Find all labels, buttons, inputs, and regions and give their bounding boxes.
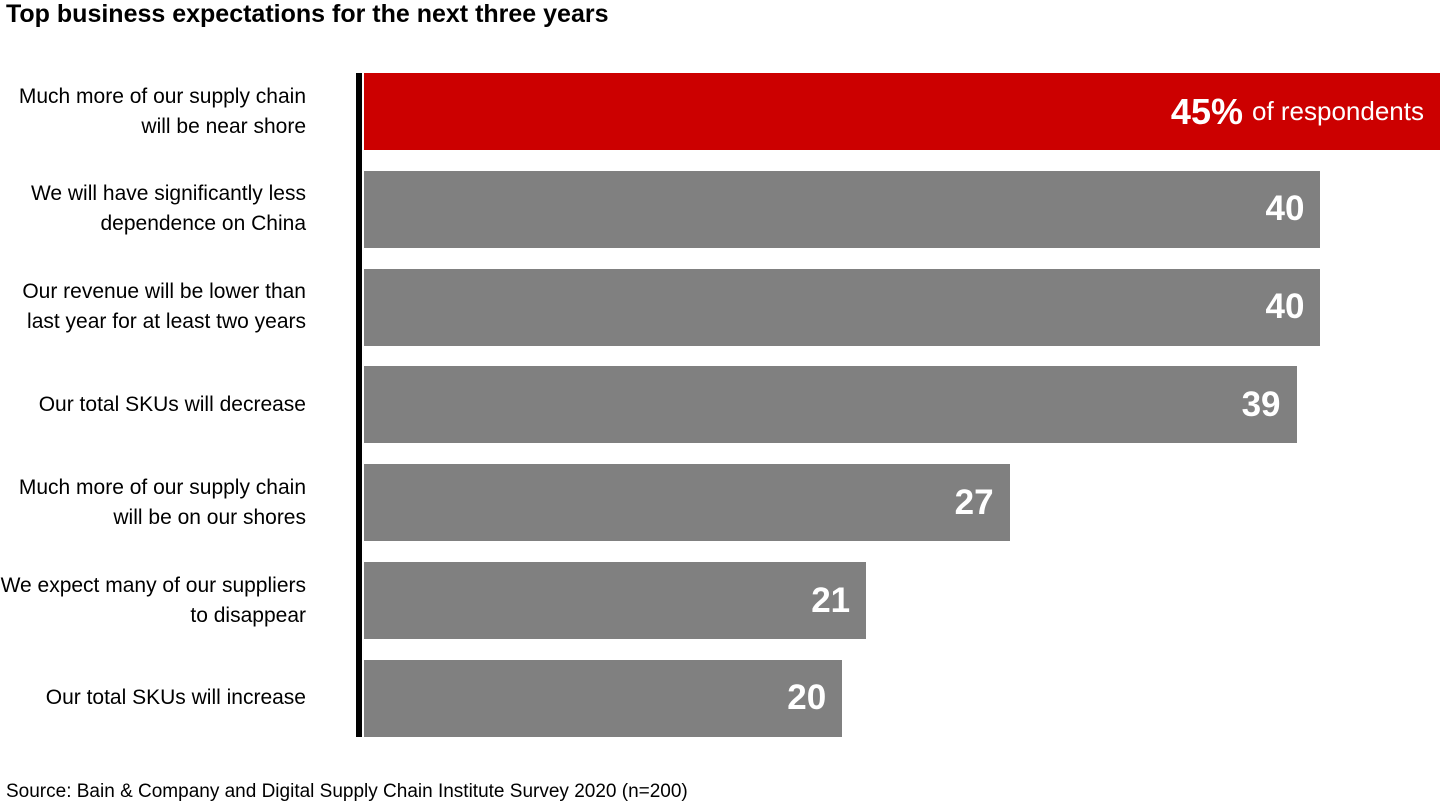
bar-area: 20 — [364, 659, 1440, 737]
category-label: Our total SKUs will decrease — [38, 392, 306, 416]
bar-value-label: 45% — [1170, 90, 1243, 132]
bar: 45% of respondents — [364, 73, 1440, 150]
y-axis-line — [356, 73, 362, 737]
bar-value-label: 40 — [1265, 287, 1305, 327]
chart-row: We expect many of our suppliers to disap… — [0, 562, 1440, 640]
bar-value-label: 39 — [1241, 384, 1281, 424]
bar: 40 — [364, 268, 1321, 346]
bar-area: 40 — [364, 170, 1440, 248]
bar-area: 39 — [364, 366, 1440, 444]
category-label: We will have significantly less dependen… — [30, 182, 306, 236]
source-note: Source: Bain & Company and Digital Suppl… — [6, 781, 688, 802]
category-label: Much more of our supply chain will be on… — [18, 475, 306, 529]
chart-row: Much more of our supply chain will be on… — [0, 464, 1440, 542]
chart-row: Much more of our supply chain will be ne… — [0, 73, 1440, 150]
category-label: Our total SKUs will increase — [45, 686, 306, 710]
bar-chart: Much more of our supply chain will be ne… — [0, 73, 1440, 737]
bar: 21 — [364, 562, 867, 640]
chart-title: Top business expectations for the next t… — [6, 0, 609, 28]
category-label: Our revenue will be lower than last year… — [22, 280, 306, 334]
bar-value-label: 21 — [811, 580, 851, 620]
category-label: We expect many of our suppliers to disap… — [0, 573, 306, 627]
chart-rows: Much more of our supply chain will be ne… — [0, 73, 1440, 737]
bar-area: 21 — [364, 562, 1440, 640]
bar-value-suffix: of respondents — [1251, 96, 1424, 126]
bar: 27 — [364, 464, 1010, 542]
bar-value-label: 27 — [954, 482, 994, 522]
bar: 40 — [364, 170, 1321, 248]
chart-row: We will have significantly less dependen… — [0, 170, 1440, 248]
chart-row: Our total SKUs will increase 20 — [0, 659, 1440, 737]
bar: 20 — [364, 659, 843, 737]
bar-area: 45% of respondents — [364, 73, 1440, 150]
chart-row: Our total SKUs will decrease 39 — [0, 366, 1440, 444]
bar-area: 40 — [364, 268, 1440, 346]
category-label: Much more of our supply chain will be ne… — [18, 84, 306, 138]
bar-value-label: 20 — [787, 678, 827, 718]
bar: 39 — [364, 366, 1297, 444]
bar-area: 27 — [364, 464, 1440, 542]
bar-value-label: 40 — [1265, 189, 1305, 229]
chart-row: Our revenue will be lower than last year… — [0, 268, 1440, 346]
